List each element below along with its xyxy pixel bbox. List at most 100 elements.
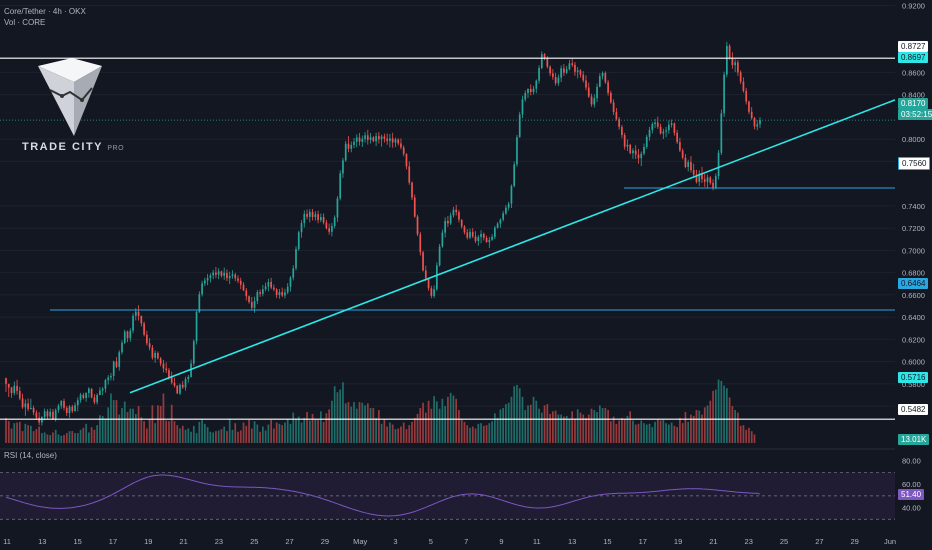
price-tick-label: 0.9200 xyxy=(902,2,925,11)
volume-bar xyxy=(286,419,289,443)
grid-lines xyxy=(0,5,895,407)
volume-bar xyxy=(190,431,192,443)
candle-body xyxy=(281,292,284,296)
candle-body xyxy=(430,288,433,296)
candle-body xyxy=(574,64,576,72)
candle-body xyxy=(742,81,745,91)
volume-bar xyxy=(411,421,413,443)
volume-bar xyxy=(46,434,49,443)
candle-body xyxy=(665,130,667,132)
candle-body xyxy=(18,390,21,399)
time-tick-label: 17 xyxy=(639,537,647,546)
volume-bar xyxy=(585,417,587,443)
rsi-indicator-label[interactable]: RSI (14, close) xyxy=(4,451,57,460)
candle-body xyxy=(433,289,435,296)
volume-bar xyxy=(88,432,90,443)
candle-body xyxy=(455,209,458,213)
candle-body xyxy=(43,411,46,418)
candle-body xyxy=(612,102,615,113)
horizontal-levels[interactable] xyxy=(0,57,895,420)
candle-body xyxy=(568,63,571,70)
volume-bar xyxy=(574,418,576,443)
trendline-group[interactable] xyxy=(129,99,896,394)
candle-body xyxy=(88,388,90,394)
candle-body xyxy=(510,186,513,204)
volume-bar xyxy=(5,417,7,443)
candle-body xyxy=(499,219,502,224)
time-tick-label: 5 xyxy=(429,537,433,546)
volume-bar xyxy=(397,428,400,443)
candle-body xyxy=(540,54,543,68)
candle-body xyxy=(275,289,278,296)
candle-body xyxy=(262,289,264,294)
candle-body xyxy=(306,213,308,217)
candle-body xyxy=(146,334,148,344)
candle-body xyxy=(621,126,623,136)
candle-body xyxy=(731,57,734,66)
candle-body xyxy=(170,377,173,383)
volume-bar xyxy=(400,426,402,443)
time-tick-label: 11 xyxy=(3,537,11,546)
candle-body xyxy=(228,276,231,279)
volume-bar xyxy=(441,398,444,443)
candle-body xyxy=(419,234,422,253)
volume-bar xyxy=(101,415,104,443)
volume-bar xyxy=(353,402,355,443)
candle-body xyxy=(184,379,187,388)
high-alt-tag: 0.8697 xyxy=(898,52,929,63)
volume-bar xyxy=(430,408,433,443)
candle-body xyxy=(438,246,441,266)
time-tick-label: 11 xyxy=(533,537,541,546)
candle-body xyxy=(52,411,54,420)
time-tick-label: 3 xyxy=(393,537,397,546)
volume-bar xyxy=(477,423,480,443)
volume-bar xyxy=(41,433,43,443)
candle-body xyxy=(482,233,485,238)
candle-body xyxy=(400,143,402,148)
volume-bar xyxy=(179,428,181,443)
candle-body xyxy=(485,237,488,243)
volume-bar xyxy=(424,412,427,443)
volume-bar xyxy=(557,414,560,443)
time-tick-label: 25 xyxy=(250,537,258,546)
time-axis[interactable]: 11 13 15 17 19 21 23 25 27 29 May 3 5 7 9 11 13 15 17 19 21 2… xyxy=(3,537,896,546)
volume-bar xyxy=(698,410,701,443)
candle-body xyxy=(634,150,637,155)
candle-body xyxy=(391,138,394,143)
candle-body xyxy=(375,136,377,142)
volume-bar xyxy=(253,421,256,443)
volume-bar xyxy=(706,405,709,443)
volume-bar xyxy=(405,429,408,443)
volume-bar xyxy=(220,429,223,443)
volume-indicator-label[interactable]: Vol · CORE xyxy=(4,18,46,27)
volume-bar xyxy=(712,390,714,443)
volume-bar xyxy=(333,386,336,443)
volume-bar xyxy=(668,424,670,443)
candle-body xyxy=(134,311,137,316)
rsi-tick-label: 40.00 xyxy=(902,504,921,513)
candle-body xyxy=(668,124,670,131)
candle-body xyxy=(140,315,143,324)
rsi-last-tag: 51.40 xyxy=(898,489,925,500)
time-tick-label: 29 xyxy=(851,537,859,546)
time-tick-label: 17 xyxy=(109,537,117,546)
volume-bar xyxy=(151,405,154,443)
chart-title[interactable]: Core/Tether · 4h · OKX xyxy=(4,7,86,16)
volume-bar xyxy=(10,428,13,443)
volume-bar xyxy=(250,428,253,443)
volume-bar xyxy=(32,431,35,443)
volume-bar xyxy=(239,430,242,443)
volume-bar xyxy=(137,406,140,443)
volume-bar xyxy=(256,424,259,443)
candle-body xyxy=(314,214,317,218)
candle-body xyxy=(223,272,226,276)
volume-bar xyxy=(496,417,499,443)
volume-bar xyxy=(336,392,339,443)
candle-body xyxy=(576,70,579,72)
volume-bar xyxy=(361,402,364,443)
candle-body xyxy=(590,96,593,105)
volume-bar xyxy=(217,430,220,443)
volume-bar xyxy=(554,410,557,443)
volume-bar xyxy=(422,402,424,443)
